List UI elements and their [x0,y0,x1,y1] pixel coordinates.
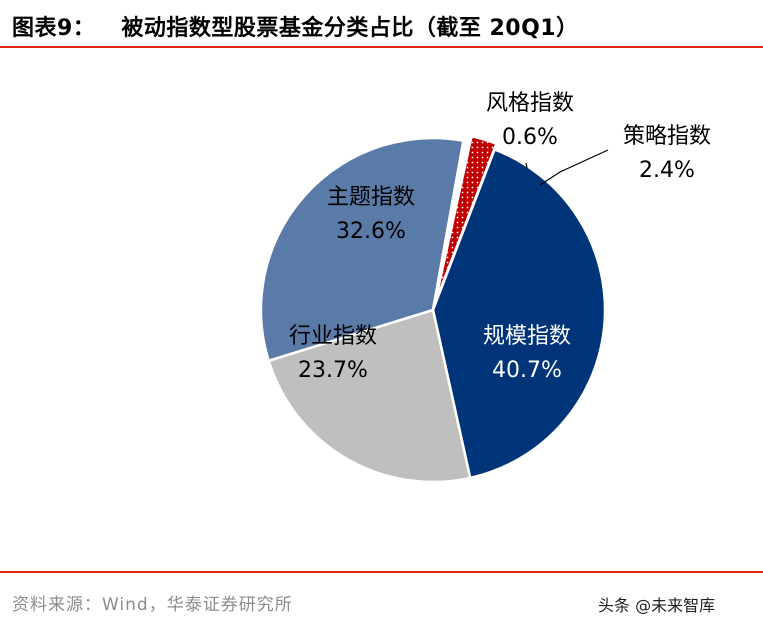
leader-line-4 [525,162,528,169]
top-divider [0,46,763,48]
figure-title: 图表9： 被动指数型股票基金分类占比（截至 20Q1） [12,10,579,42]
pie-slice-1 [431,148,607,480]
slice-label-value-2: 23.7% [298,358,368,383]
watermark: 头条 @未来智库 [598,596,716,615]
source-note: 资料来源：Wind，华泰证券研究所 [12,595,293,615]
slice-label-name-5: 策略指数 [623,124,711,149]
figure-number: 图表9： [12,16,96,41]
slice-label-value-1: 40.7% [492,358,562,383]
slice-label-value-5: 2.4% [639,158,695,183]
pie-slice-5 [433,134,498,306]
slice-label-name-3: 主题指数 [327,185,415,210]
slice-label-name-4: 风格指数 [486,91,574,116]
figure-title-text: 被动指数型股票基金分类占比（截至 20Q1） [121,16,579,41]
slice-labels: 规模指数 40.7% 行业指数 23.7% 主题指数 32.6% 风格指数 0.6% 策略指数 2… [289,91,711,383]
slice-label-value-4: 0.6% [502,125,558,150]
bottom-divider [0,571,763,573]
slice-label-value-3: 32.6% [336,219,406,244]
slice-label-name-1: 规模指数 [483,324,571,349]
slice-label-name-2: 行业指数 [289,324,377,349]
figure-header: 图表9： 被动指数型股票基金分类占比（截至 20Q1） [0,0,763,50]
pie-slice-2 [267,308,472,484]
pie-slice-3 [259,136,465,362]
leader-lines [525,149,609,186]
pie-slices [259,134,607,484]
leader-line-5 [539,149,609,186]
